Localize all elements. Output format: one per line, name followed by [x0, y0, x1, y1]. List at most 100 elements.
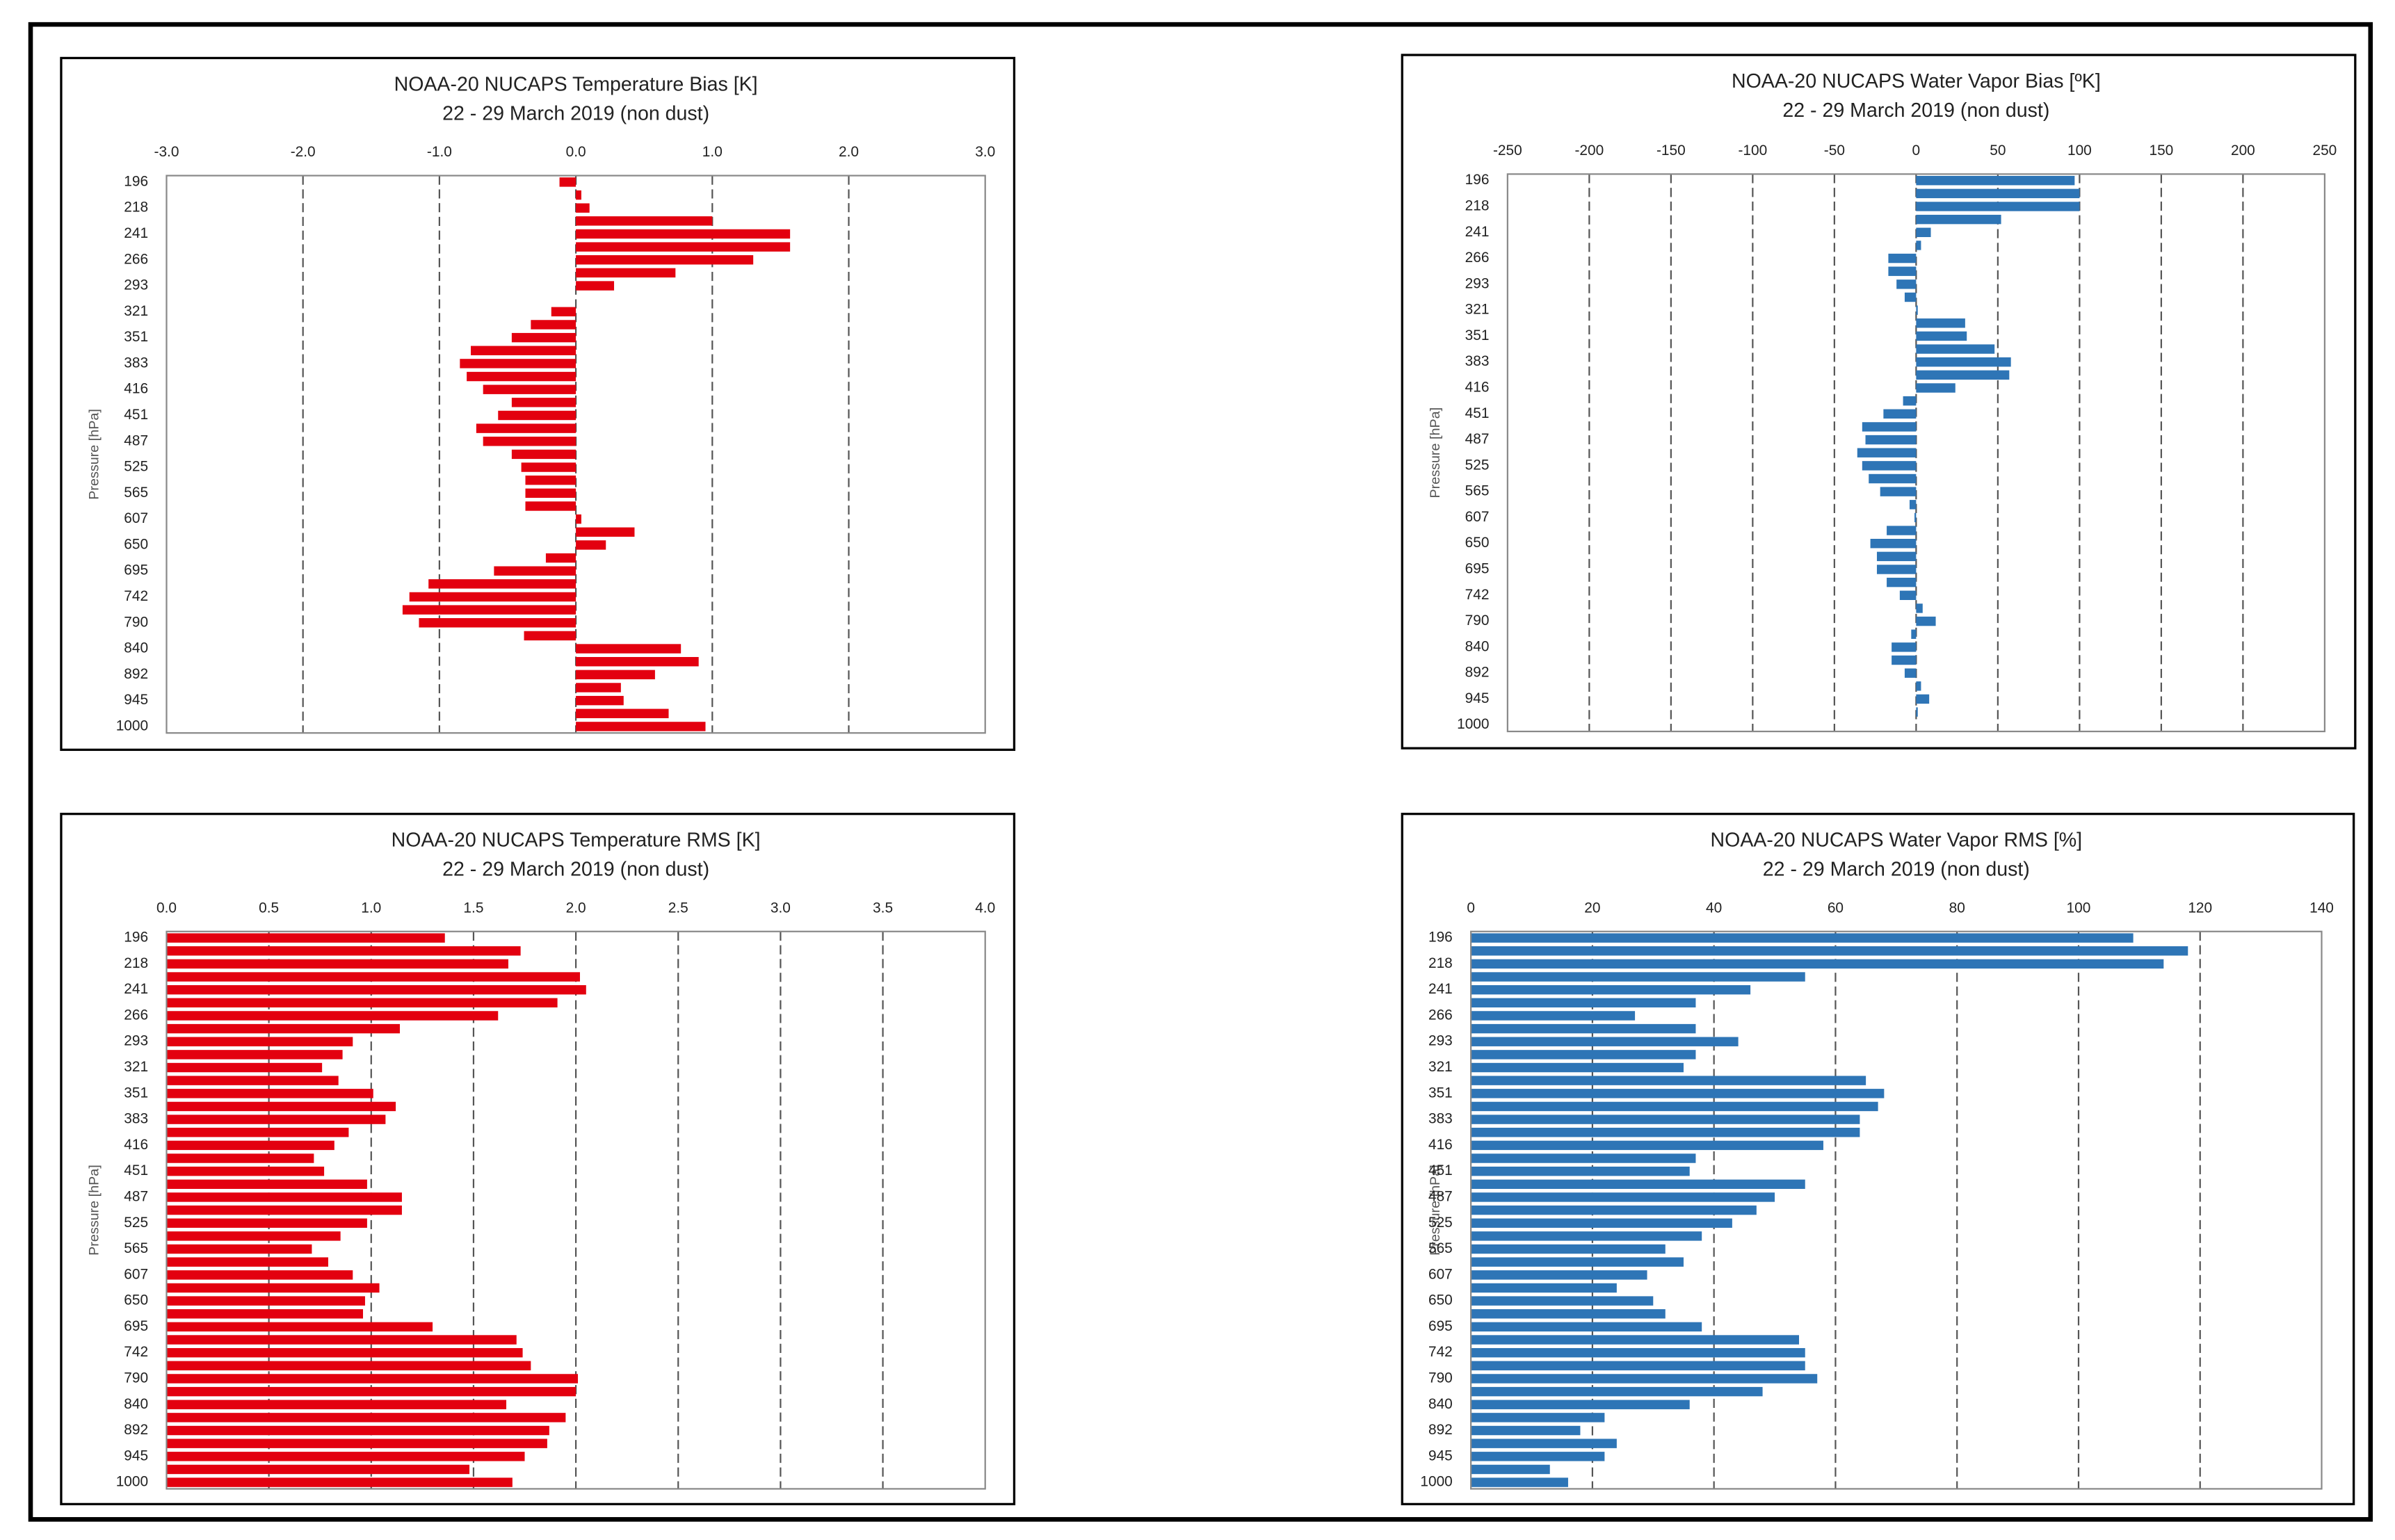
- bar: [166, 1192, 402, 1202]
- y-tick-label: 487: [124, 432, 148, 448]
- x-tick-label: 150: [2149, 143, 2173, 159]
- bar: [576, 255, 754, 265]
- bar: [576, 268, 676, 278]
- bar: [166, 1179, 367, 1190]
- bar: [1888, 253, 1917, 264]
- bar: [166, 1011, 499, 1021]
- chart-subtitle: 22 - 29 March 2019 (non dust): [1763, 858, 2030, 880]
- x-tick-label: 0.0: [156, 900, 177, 916]
- bar: [1471, 1166, 1690, 1176]
- y-tick-label: 650: [1428, 1292, 1453, 1308]
- bar: [521, 462, 576, 472]
- bar: [409, 592, 576, 602]
- y-tick-label: 351: [1428, 1085, 1453, 1101]
- bar: [1916, 214, 2001, 225]
- bar: [166, 1153, 314, 1163]
- y-tick-label: 607: [124, 1266, 148, 1282]
- y-tick-label: 695: [124, 1318, 148, 1334]
- bar: [476, 423, 576, 433]
- bar: [166, 1076, 339, 1085]
- y-axis-label: Pressure [hPa]: [1428, 1165, 1443, 1256]
- bar: [166, 1322, 433, 1332]
- chart-title: NOAA-20 NUCAPS Water Vapor RMS [%]: [1711, 829, 2083, 852]
- y-tick-label: 607: [1465, 509, 1490, 525]
- chart-panel: NOAA-20 NUCAPS Water Vapor Bias [ºK] 22 -…: [1401, 54, 2357, 749]
- bar: [166, 1037, 353, 1046]
- x-tick-label: 0: [1912, 143, 1921, 159]
- y-tick-label: 742: [124, 588, 148, 604]
- y-tick-label: 241: [1428, 981, 1453, 997]
- bar: [1471, 1438, 1617, 1448]
- y-tick-label: 840: [1465, 638, 1490, 654]
- bar: [1471, 1205, 1757, 1215]
- bar: [551, 307, 576, 317]
- bar: [1862, 461, 1917, 471]
- bar: [1887, 526, 1917, 535]
- bar: [1876, 551, 1917, 562]
- y-tick-label: 266: [124, 1007, 148, 1023]
- bar: [166, 933, 445, 943]
- y-tick-label: 565: [124, 485, 148, 501]
- x-tick-label: 3.0: [975, 144, 995, 160]
- y-tick-label: 790: [124, 614, 148, 630]
- plot-area: [1506, 173, 2325, 733]
- chart-title: NOAA-20 NUCAPS Temperature Bias [K]: [394, 74, 758, 96]
- chart-subtitle: 22 - 29 March 2019 (non dust): [1782, 99, 2049, 122]
- bar: [166, 1115, 386, 1124]
- bar: [166, 984, 586, 995]
- y-tick-label: 945: [124, 1448, 148, 1464]
- outer-border: [28, 22, 2373, 1522]
- bar: [419, 618, 576, 628]
- bar: [1471, 1283, 1617, 1293]
- y-tick-label: 1000: [116, 1474, 148, 1490]
- bar: [166, 1166, 325, 1176]
- y-tick-label: 218: [124, 955, 148, 971]
- y-tick-label: 840: [1428, 1396, 1453, 1412]
- bar: [166, 1425, 549, 1436]
- y-tick-label: 416: [1428, 1137, 1453, 1153]
- bar: [525, 501, 576, 511]
- bar: [1870, 539, 1917, 549]
- bar: [525, 475, 576, 485]
- bar: [1471, 1153, 1696, 1163]
- y-tick-label: 451: [1428, 1162, 1453, 1178]
- bar: [1916, 318, 1965, 328]
- x-tick-label: 100: [2067, 900, 2091, 916]
- bar: [1916, 707, 1918, 717]
- bar: [1471, 1464, 1550, 1475]
- y-tick-label: 650: [1465, 535, 1490, 551]
- bar: [166, 1101, 396, 1112]
- bar: [1916, 305, 1918, 315]
- bar: [1471, 1140, 1823, 1151]
- bar: [1471, 1347, 1805, 1358]
- bar: [1892, 655, 1917, 665]
- y-tick-label: 196: [1428, 930, 1453, 946]
- bar: [467, 371, 576, 382]
- bar: [559, 177, 576, 187]
- bar: [166, 1231, 341, 1241]
- y-tick-label: 742: [1428, 1344, 1453, 1360]
- bar: [1916, 357, 2011, 367]
- bar: [1916, 344, 1995, 354]
- y-tick-label: 416: [1465, 380, 1490, 396]
- bar: [1471, 1218, 1732, 1228]
- y-tick-label: 487: [1465, 431, 1490, 447]
- bar: [576, 190, 581, 200]
- y-tick-label: 487: [124, 1188, 148, 1204]
- x-tick-label: 2.0: [839, 144, 859, 160]
- y-tick-label: 790: [124, 1370, 148, 1386]
- bar: [1471, 1062, 1684, 1073]
- x-tick-label: 50: [1990, 143, 2006, 159]
- y-tick-label: 266: [1465, 250, 1490, 266]
- y-tick-label: 607: [124, 510, 148, 526]
- y-tick-label: 840: [124, 1396, 148, 1412]
- bar: [166, 1361, 531, 1371]
- bar: [1471, 1374, 1818, 1384]
- bar: [483, 384, 576, 394]
- bar: [1916, 681, 1921, 691]
- x-tick-label: 1.0: [361, 900, 381, 916]
- bar: [1899, 590, 1917, 600]
- x-tick-label: -50: [1824, 143, 1845, 159]
- x-tick-label: 200: [2231, 143, 2255, 159]
